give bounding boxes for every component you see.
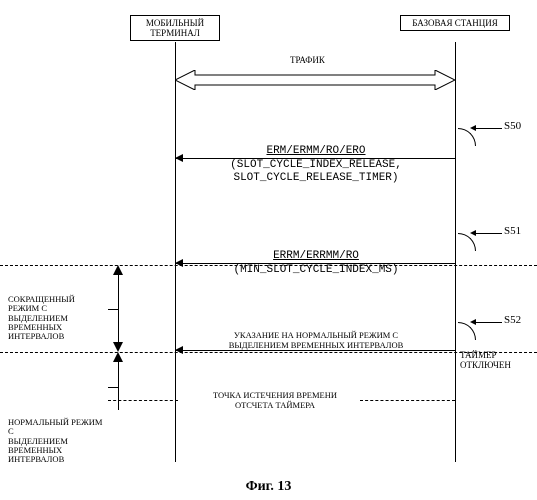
base-station-box: БАЗОВАЯ СТАНЦИЯ bbox=[400, 15, 510, 31]
reduced-mode-text: СОКРАЩЕННЫЙ РЕЖИМ С ВЫДЕЛЕНИЕМ ВРЕМЕННЫХ… bbox=[8, 294, 75, 341]
s50-line1: ERM/ERMM/RO/ERO bbox=[176, 145, 456, 158]
timer-off-label: ТАЙМЕР ОТКЛЮЧЕН bbox=[460, 350, 537, 370]
s52-note2: ВЫДЕЛЕНИЕМ ВРЕМЕННЫХ ИНТЕРВАЛОВ bbox=[176, 340, 456, 350]
traffic-label: ТРАФИК bbox=[290, 55, 325, 65]
base-station-label: БАЗОВАЯ СТАНЦИЯ bbox=[412, 18, 498, 28]
sequence-diagram: МОБИЛЬНЫЙ ТЕРМИНАЛ БАЗОВАЯ СТАНЦИЯ ТРАФИ… bbox=[0, 0, 537, 500]
dash-timer-expire-right bbox=[360, 400, 455, 401]
timer-expire-l1: ТОЧКА ИСТЕЧЕНИЯ ВРЕМЕНИ bbox=[200, 390, 350, 400]
timer-expire-text: ТОЧКА ИСТЕЧЕНИЯ ВРЕМЕНИ ОТСЧЕТА ТАЙМЕРА bbox=[200, 390, 350, 410]
mobile-terminal-label: МОБИЛЬНЫЙ ТЕРМИНАЛ bbox=[146, 18, 204, 38]
mobile-terminal-box: МОБИЛЬНЫЙ ТЕРМИНАЛ bbox=[130, 15, 220, 41]
msg-s51: ERRM/ERRMM/RO (MIN_SLOT_CYCLE_INDEX_MS) bbox=[176, 250, 456, 277]
s50-label: S50 bbox=[504, 120, 521, 132]
s51-line2: (MIN_SLOT_CYCLE_INDEX_MS) bbox=[176, 264, 456, 277]
s50-lead bbox=[476, 128, 502, 129]
s51-label: S51 bbox=[504, 225, 521, 237]
s50-line3: SLOT_CYCLE_RELEASE_TIMER) bbox=[176, 172, 456, 185]
s52-label: S52 bbox=[504, 314, 521, 326]
msg-s52: УКАЗАНИЕ НА НОРМАЛЬНЫЙ РЕЖИМ С ВЫДЕЛЕНИЕ… bbox=[176, 330, 456, 351]
reduced-mode-label: СОКРАЩЕННЫЙ РЕЖИМ С ВЫДЕЛЕНИЕМ ВРЕМЕННЫХ… bbox=[8, 295, 108, 342]
s51-lead bbox=[476, 233, 502, 234]
traffic-double-arrow bbox=[175, 70, 455, 90]
s52-note1: УКАЗАНИЕ НА НОРМАЛЬНЫЙ РЕЖИМ С bbox=[176, 330, 456, 340]
dash-s51 bbox=[0, 265, 537, 266]
msg-s50: ERM/ERMM/RO/ERO (SLOT_CYCLE_INDEX_RELEAS… bbox=[176, 145, 456, 186]
figure-label: Фиг. 13 bbox=[0, 479, 537, 495]
s50-arrow bbox=[176, 158, 456, 159]
s52-lead bbox=[476, 322, 502, 323]
timer-expire-l2: ОТСЧЕТА ТАЙМЕРА bbox=[200, 400, 350, 410]
dash-s52 bbox=[0, 352, 537, 353]
normal-mode-label: НОРМАЛЬНЫЙ РЕЖИМ С ВЫДЕЛЕНИЕМ ВРЕМЕННЫХ … bbox=[8, 418, 108, 465]
normal-mode-text: НОРМАЛЬНЫЙ РЕЖИМ С ВЫДЕЛЕНИЕМ ВРЕМЕННЫХ … bbox=[8, 417, 102, 464]
s52-arrow bbox=[176, 350, 456, 351]
s50-line2: (SLOT_CYCLE_INDEX_RELEASE, bbox=[176, 159, 456, 172]
s51-line1: ERRM/ERRMM/RO bbox=[176, 250, 456, 263]
